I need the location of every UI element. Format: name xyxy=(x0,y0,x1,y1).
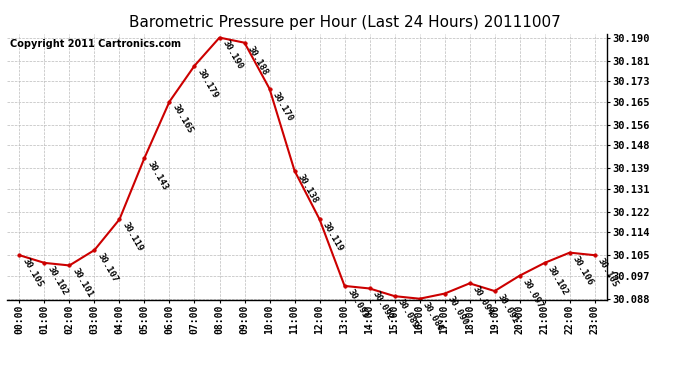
Text: 30.088: 30.088 xyxy=(421,300,445,333)
Text: 30.190: 30.190 xyxy=(221,39,245,71)
Text: 30.138: 30.138 xyxy=(296,172,320,204)
Text: 30.170: 30.170 xyxy=(271,90,295,123)
Text: 30.105: 30.105 xyxy=(21,256,45,289)
Text: 30.165: 30.165 xyxy=(171,103,195,135)
Text: 30.188: 30.188 xyxy=(246,44,270,76)
Text: 30.093: 30.093 xyxy=(346,287,370,320)
Text: 30.097: 30.097 xyxy=(521,277,545,309)
Text: 30.102: 30.102 xyxy=(546,264,570,297)
Text: 30.102: 30.102 xyxy=(46,264,70,297)
Text: 30.092: 30.092 xyxy=(371,290,395,322)
Text: 30.094: 30.094 xyxy=(471,285,495,317)
Text: 30.143: 30.143 xyxy=(146,159,170,192)
Text: 30.090: 30.090 xyxy=(446,295,470,327)
Text: 30.107: 30.107 xyxy=(96,252,120,284)
Text: 30.091: 30.091 xyxy=(496,292,520,325)
Text: 30.105: 30.105 xyxy=(596,256,620,289)
Text: 30.119: 30.119 xyxy=(121,221,145,253)
Text: 30.089: 30.089 xyxy=(396,297,420,330)
Text: 30.106: 30.106 xyxy=(571,254,595,286)
Text: 30.101: 30.101 xyxy=(71,267,95,299)
Text: Copyright 2011 Cartronics.com: Copyright 2011 Cartronics.com xyxy=(10,39,181,49)
Text: 30.179: 30.179 xyxy=(196,67,220,100)
Text: 30.119: 30.119 xyxy=(321,221,345,253)
Text: Barometric Pressure per Hour (Last 24 Hours) 20111007: Barometric Pressure per Hour (Last 24 Ho… xyxy=(129,15,561,30)
